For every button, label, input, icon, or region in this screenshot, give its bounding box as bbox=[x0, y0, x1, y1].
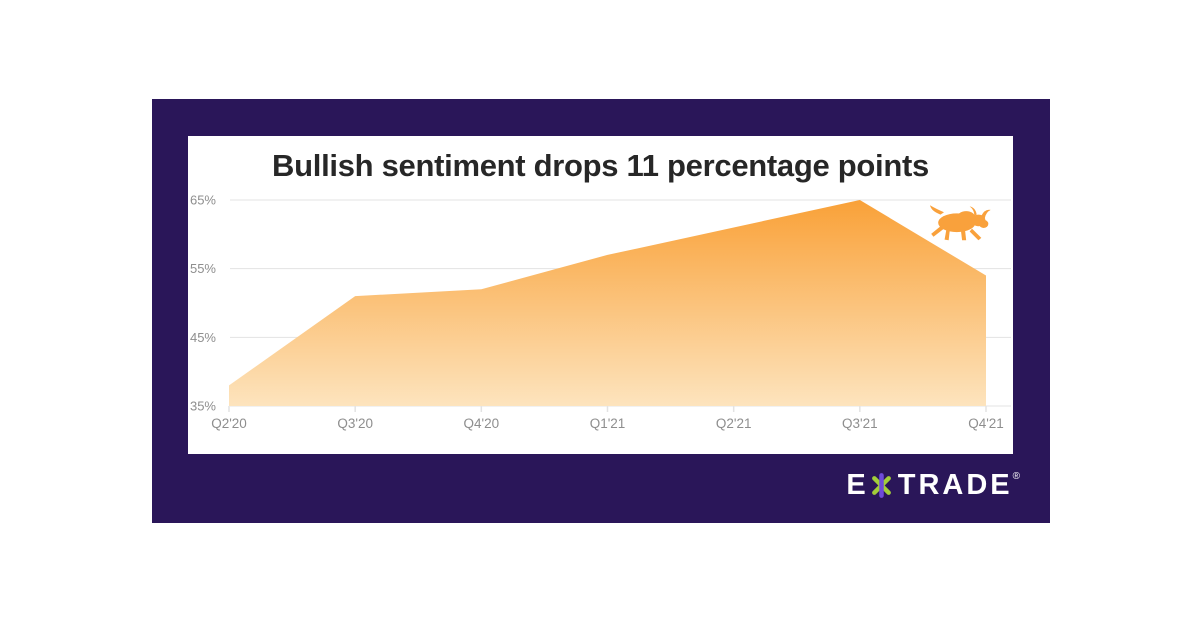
asterisk-vertical bbox=[878, 473, 884, 498]
etrade-logo: E TRADE ® bbox=[846, 471, 1020, 500]
chart-title: Bullish sentiment drops 11 percentage po… bbox=[272, 148, 929, 183]
logo-letter-e: E bbox=[846, 469, 866, 501]
asterisk-icon bbox=[871, 473, 891, 498]
bull-icon bbox=[930, 205, 991, 241]
x-tick-label: Q1'21 bbox=[590, 416, 626, 431]
brand-card: 65% 55% 45% 35% Q2'20 Q3'20 Q4'20 Q1'21 Q2'21 Q3'… bbox=[152, 99, 1050, 523]
bullish-sentiment-area bbox=[229, 200, 986, 406]
registered-mark-icon: ® bbox=[1012, 471, 1020, 482]
x-tick-label: Q3'21 bbox=[842, 416, 878, 431]
x-tick-label: Q4'20 bbox=[464, 416, 500, 431]
sentiment-area-chart: 65% 55% 45% 35% Q2'20 Q3'20 Q4'20 Q1'21 Q2'21 Q3'… bbox=[190, 193, 1011, 431]
y-tick-label: 35% bbox=[190, 399, 216, 414]
chart-panel: 65% 55% 45% 35% Q2'20 Q3'20 Q4'20 Q1'21 Q2'21 Q3'… bbox=[188, 136, 1013, 454]
x-tick-label: Q4'21 bbox=[968, 416, 1004, 431]
x-tick-label: Q2'20 bbox=[211, 416, 247, 431]
y-tick-label: 55% bbox=[190, 261, 216, 276]
y-tick-label: 45% bbox=[190, 330, 216, 345]
bull-silhouette bbox=[930, 205, 991, 241]
x-tick-label: Q3'20 bbox=[337, 416, 373, 431]
x-tick-label: Q2'21 bbox=[716, 416, 752, 431]
logo-letters-trade: TRADE bbox=[897, 469, 1013, 501]
y-tick-label: 65% bbox=[190, 193, 216, 208]
